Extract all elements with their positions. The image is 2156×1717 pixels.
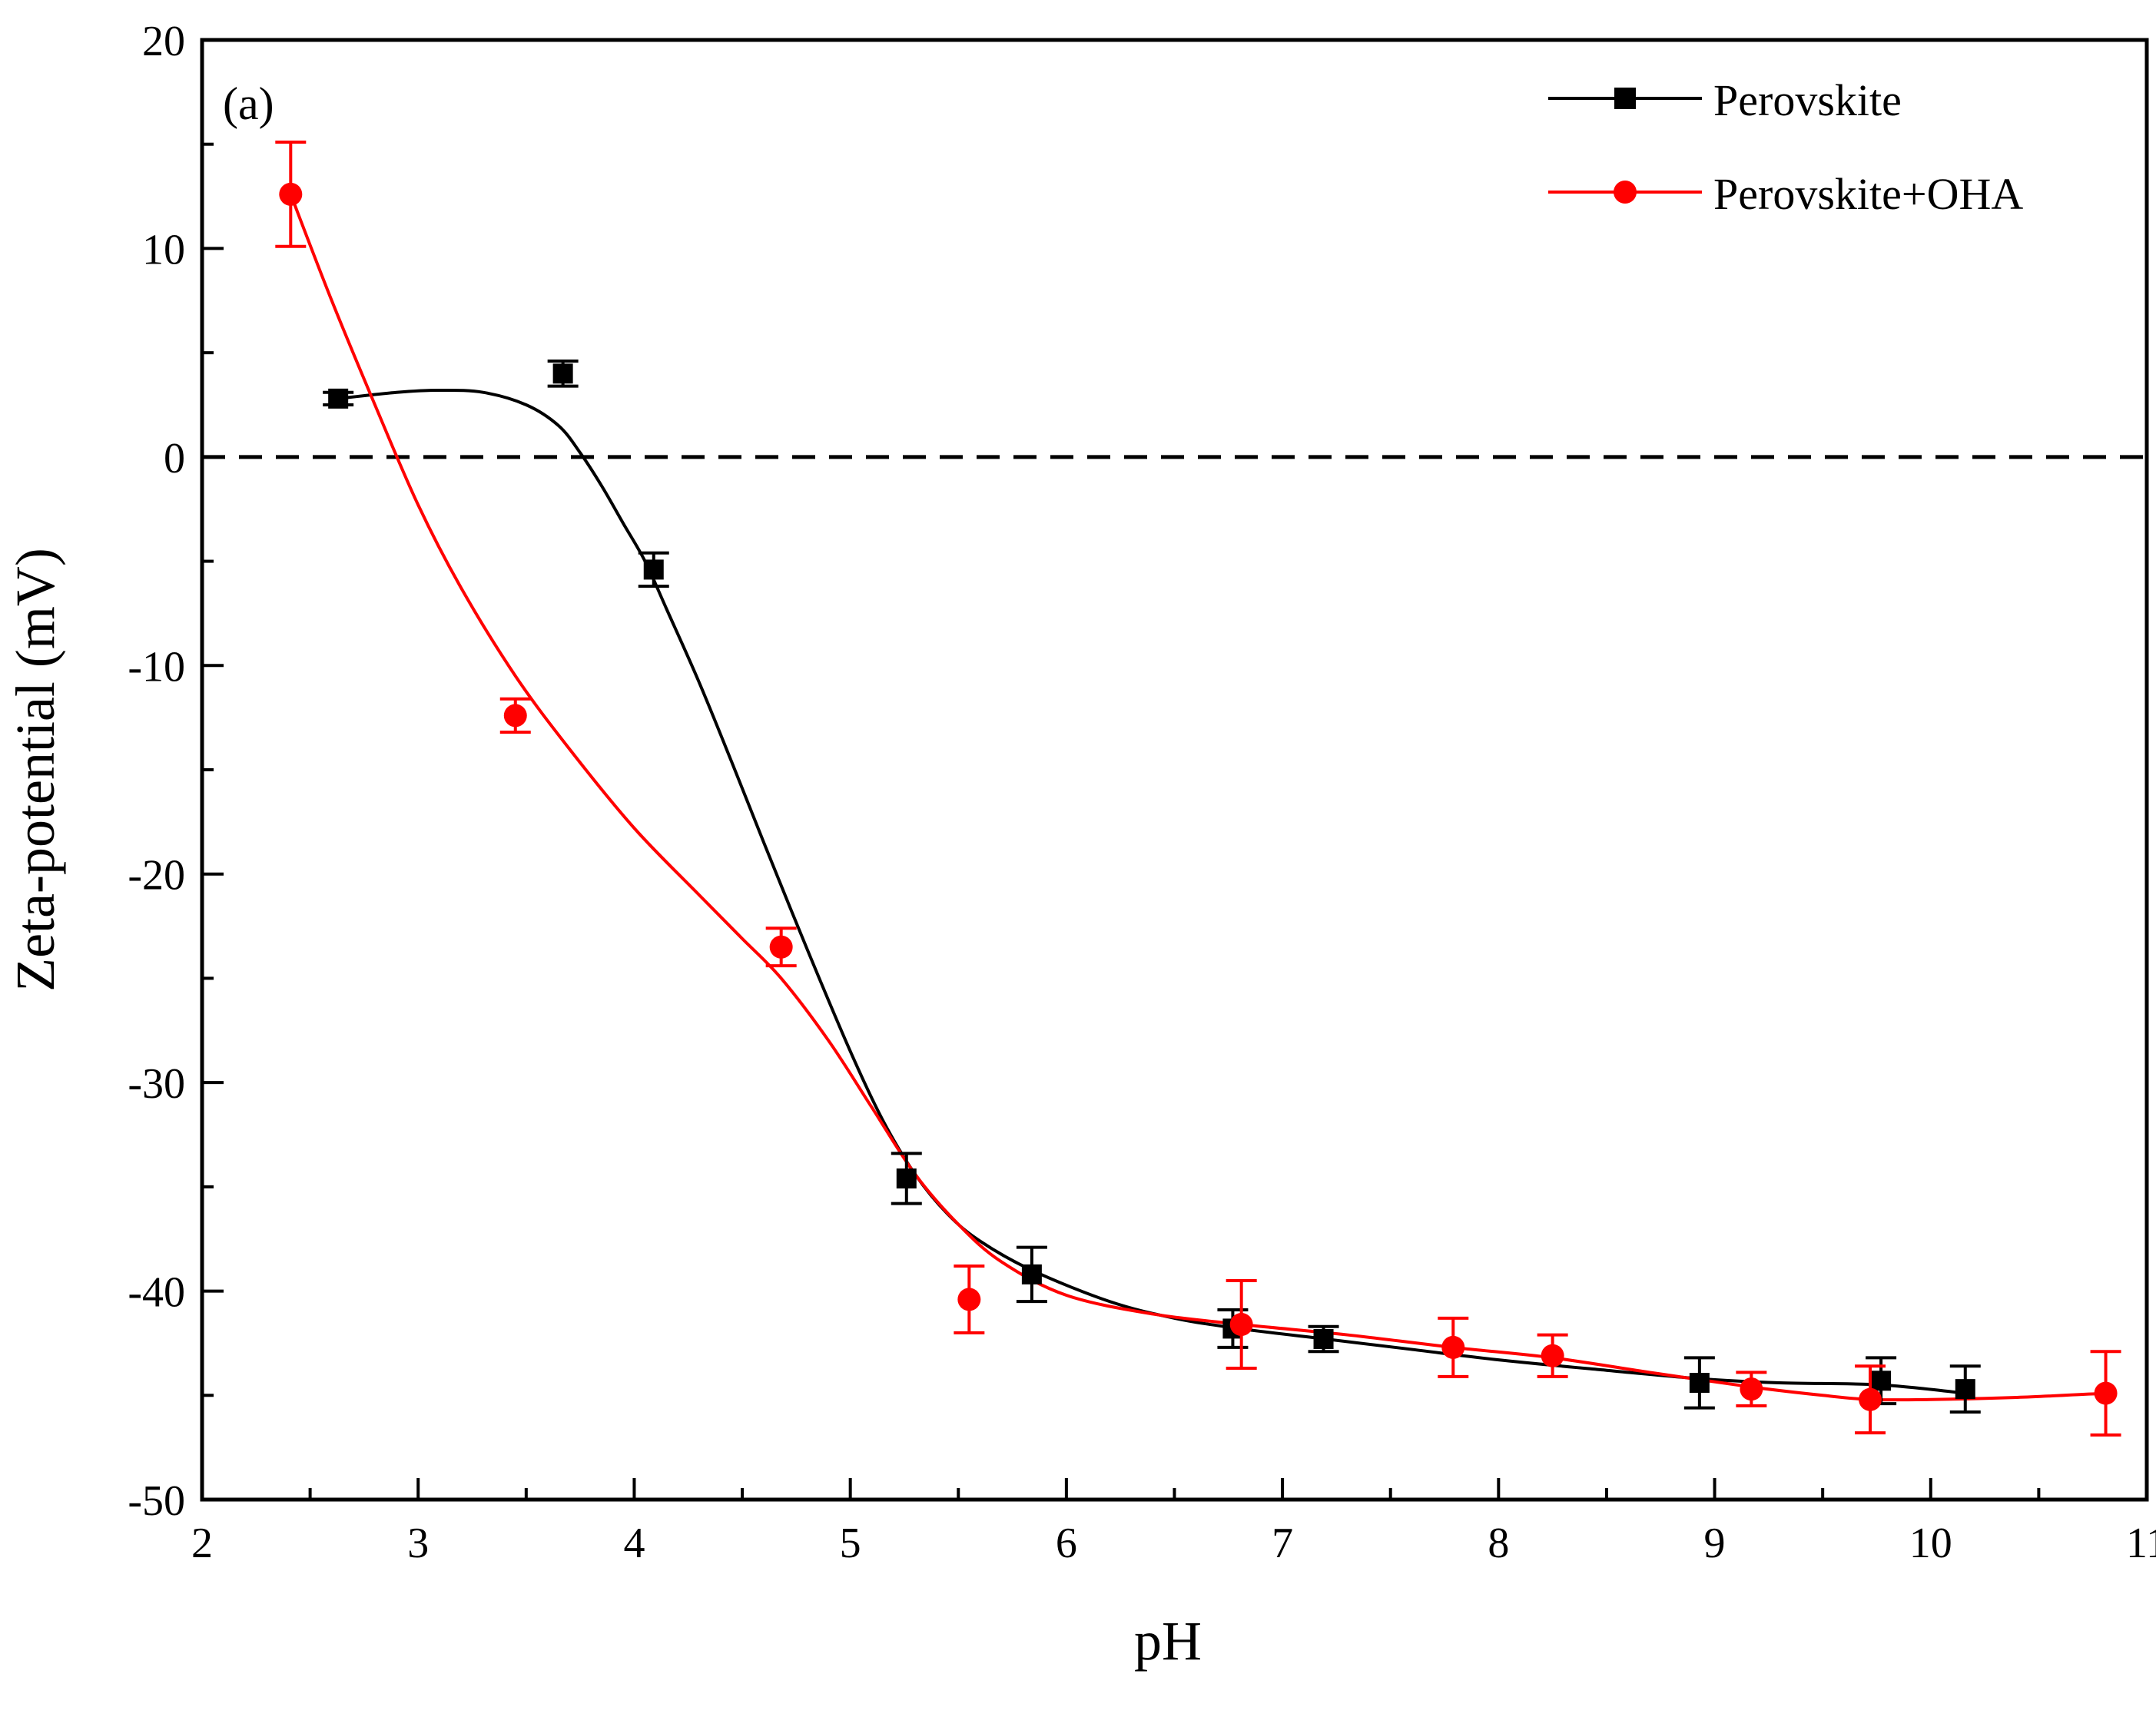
- plot-area-frame: [200, 38, 2149, 1502]
- y-tick-label: -50: [128, 1477, 185, 1525]
- y-tick-label: -30: [128, 1060, 185, 1108]
- data-point-perovskite-oha: [1229, 1313, 1253, 1336]
- x-tick-label: 11: [2126, 1520, 2156, 1567]
- data-points-layer: [275, 141, 2121, 1437]
- y-tick-label: 10: [142, 226, 185, 273]
- x-tick-label: 10: [1909, 1520, 1952, 1567]
- legend-label-perovskite: Perovskite: [1713, 75, 1902, 125]
- x-tick-label: 6: [1056, 1520, 1077, 1567]
- data-point-perovskite: [643, 559, 664, 580]
- legend-marker-square: [1614, 88, 1636, 109]
- y-tick-label: -10: [128, 643, 185, 691]
- x-tick-label: 3: [407, 1520, 429, 1567]
- data-point-perovskite: [328, 388, 349, 409]
- x-tick-label: 9: [1704, 1520, 1726, 1567]
- legend-label-perovskite-oha: Perovskite+OHA: [1713, 169, 2023, 219]
- data-point-perovskite: [552, 363, 573, 384]
- data-point-perovskite-oha: [1441, 1335, 1465, 1359]
- x-tick-label: 8: [1488, 1520, 1509, 1567]
- data-point-perovskite-oha: [503, 704, 527, 728]
- data-point-perovskite-oha: [1740, 1377, 1763, 1401]
- data-point-perovskite: [1313, 1329, 1334, 1349]
- legend-marker-circle: [1614, 181, 1637, 204]
- y-tick-label: 0: [164, 435, 185, 482]
- data-point-perovskite-oha: [1859, 1387, 1882, 1411]
- data-point-perovskite-oha: [769, 935, 793, 959]
- data-point-perovskite-oha: [279, 182, 303, 206]
- data-point-perovskite-oha: [1541, 1344, 1564, 1367]
- axes-layer: 2 3 4 5 6 7 8 9 10 11 20 10 0 -10 -20 -30 -40 -50: [128, 18, 2156, 1567]
- data-point-perovskite: [1021, 1264, 1042, 1284]
- data-point-perovskite: [1871, 1371, 1892, 1391]
- y-tick-label: -40: [128, 1269, 185, 1317]
- y-tick-label: -20: [128, 852, 185, 900]
- data-point-perovskite: [1955, 1379, 1975, 1400]
- x-axis-label: pH: [1134, 1610, 1202, 1672]
- panel-label: (a): [223, 78, 274, 129]
- y-tick-label: 20: [142, 18, 185, 65]
- x-tick-label: 7: [1272, 1520, 1293, 1567]
- x-tick-label: 5: [840, 1520, 861, 1567]
- data-point-perovskite-oha: [2094, 1381, 2118, 1405]
- y-axis-label: Zeta-potential (mV): [5, 548, 66, 992]
- legend: Perovskite Perovskite+OHA: [1548, 75, 2023, 219]
- data-point-perovskite-oha: [957, 1288, 981, 1311]
- x-tick-label: 4: [623, 1520, 645, 1567]
- x-tick-label: 2: [191, 1520, 213, 1567]
- data-point-perovskite: [896, 1168, 917, 1188]
- curve-perovskite: [337, 388, 1965, 1395]
- data-point-perovskite: [1689, 1373, 1710, 1393]
